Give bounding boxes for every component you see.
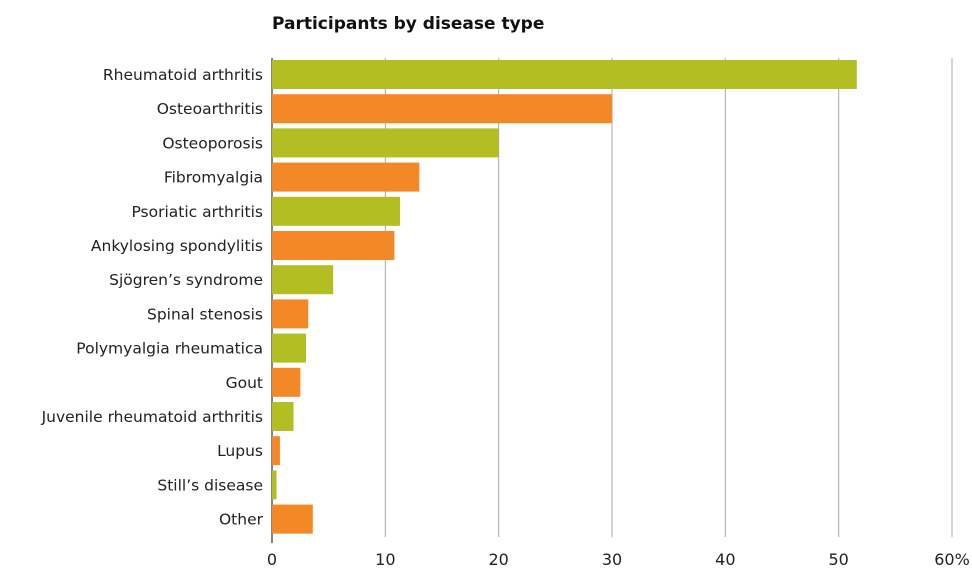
category-labels: Rheumatoid arthritis Osteoarthritis Osteop…	[41, 66, 264, 529]
category-label: Ankylosing spondylitis	[91, 237, 263, 255]
category-label: Lupus	[217, 442, 263, 460]
category-label: Still’s disease	[157, 476, 263, 494]
chart-title: Participants by disease type	[272, 14, 544, 34]
bar	[272, 436, 280, 466]
category-label: Rheumatoid arthritis	[103, 66, 263, 84]
bar	[272, 470, 277, 500]
x-tick-label: 30	[602, 550, 622, 569]
bar	[272, 162, 420, 192]
category-label: Osteoarthritis	[157, 100, 263, 118]
bars	[272, 60, 857, 534]
bar	[272, 265, 334, 295]
x-tick-label: 60%	[934, 550, 970, 569]
bar	[272, 367, 301, 397]
bar	[272, 299, 309, 329]
bar	[272, 196, 401, 226]
x-axis-tick-labels: 0 10 20 30 40 50 60%	[267, 550, 970, 569]
bar	[272, 60, 857, 89]
category-label: Other	[219, 511, 264, 529]
category-label: Psoriatic arthritis	[131, 203, 263, 221]
category-label: Gout	[226, 374, 263, 392]
x-tick-label: 50	[828, 550, 848, 569]
bar	[272, 94, 612, 124]
x-tick-label: 0	[267, 550, 277, 569]
category-label: Juvenile rheumatoid arthritis	[41, 408, 263, 426]
bar	[272, 504, 313, 534]
category-label: Spinal stenosis	[147, 305, 263, 323]
x-tick-label: 40	[715, 550, 735, 569]
category-label: Sjögren’s syndrome	[109, 271, 263, 289]
category-label: Polymyalgia rheumatica	[76, 340, 263, 358]
category-label: Osteoporosis	[162, 134, 263, 152]
bar	[272, 128, 499, 158]
x-tick-label: 20	[488, 550, 508, 569]
x-tick-label: 10	[375, 550, 395, 569]
bar	[272, 231, 395, 260]
bar	[272, 333, 306, 363]
bar	[272, 402, 294, 431]
category-label: Fibromyalgia	[164, 169, 263, 187]
